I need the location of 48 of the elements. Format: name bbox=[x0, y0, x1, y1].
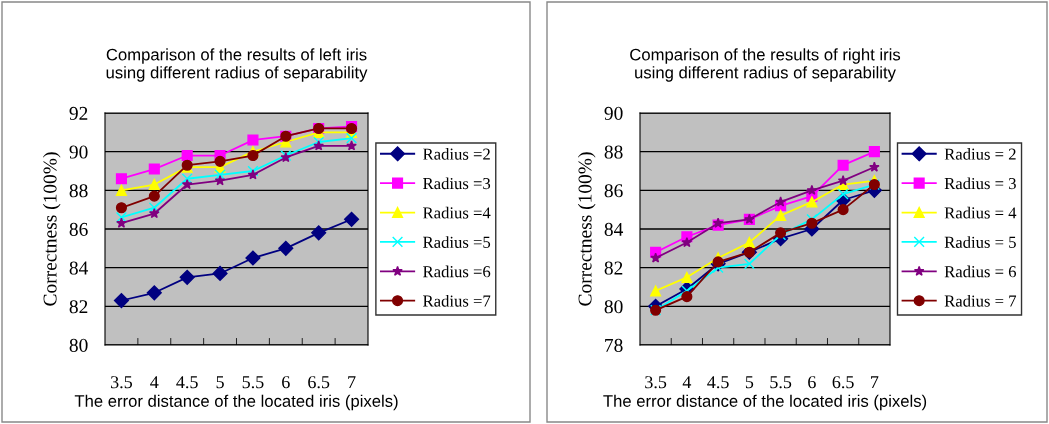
x-axis-title: The error distance of the located iris (pixels) bbox=[74, 394, 398, 411]
y-tick-label: 90 bbox=[604, 106, 623, 120]
y-axis-title: Correctness (100%) bbox=[577, 152, 596, 306]
x-tick-label: 7 bbox=[871, 376, 879, 389]
legend-label: Radius = 4 bbox=[944, 206, 1017, 219]
x-tick-label: 5.5 bbox=[242, 376, 264, 389]
legend-label: Radius = 5 bbox=[944, 236, 1016, 248]
legend-label: Radius =4 bbox=[423, 206, 491, 219]
x-tick-label: 4 bbox=[150, 376, 159, 389]
x-tick-label: 6.5 bbox=[832, 376, 854, 389]
legend-label: Radius =5 bbox=[423, 236, 491, 248]
x-tick-label: 6 bbox=[282, 376, 290, 389]
x-tick-label: 3.5 bbox=[645, 376, 667, 389]
y-tick-label: 78 bbox=[605, 338, 623, 352]
y-tick-label: 80 bbox=[69, 338, 88, 352]
y-tick-label: 88 bbox=[604, 145, 623, 159]
chart-title: Comparison of the results of left iris using different radius of separability bbox=[106, 48, 368, 82]
legend-label: Radius =7 bbox=[423, 294, 491, 307]
y-tick-label: 84 bbox=[604, 222, 624, 236]
y-tick-label: 86 bbox=[69, 222, 88, 236]
x-tick-label: 4 bbox=[682, 376, 692, 389]
x-tick-label: 7 bbox=[348, 376, 356, 389]
chart-title: Comparison of the results of right iris using different radius of separability bbox=[630, 48, 901, 82]
y-axis-title: Correctness (100%) bbox=[42, 152, 61, 306]
legend-label: Radius = 2 bbox=[944, 148, 1016, 160]
x-tick-label: 4.5 bbox=[176, 376, 198, 389]
x-tick-label: 6 bbox=[808, 376, 816, 389]
y-tick-label: 82 bbox=[69, 300, 88, 314]
x-tick-label: 5 bbox=[745, 376, 754, 389]
y-tick-label: 84 bbox=[69, 261, 89, 275]
x-tick-label: 6.5 bbox=[308, 376, 330, 389]
x-axis-title: The error distance of the located iris (pixels) bbox=[603, 394, 927, 411]
legend-label: Radius = 6 bbox=[944, 265, 1017, 278]
y-tick-label: 90 bbox=[69, 145, 88, 159]
legend-label: Radius = 3 bbox=[944, 177, 1016, 190]
y-tick-label: 82 bbox=[604, 261, 623, 275]
x-tick-label: 4.5 bbox=[707, 376, 729, 389]
legend-label: Radius =6 bbox=[423, 265, 491, 278]
legend-label: Radius = 7 bbox=[944, 294, 1017, 307]
y-tick-label: 86 bbox=[604, 184, 623, 198]
legend-label: Radius =3 bbox=[423, 177, 491, 190]
y-tick-label: 92 bbox=[69, 106, 88, 120]
y-tick-label: 80 bbox=[604, 300, 623, 314]
y-tick-label: 88 bbox=[69, 184, 88, 198]
x-tick-label: 3.5 bbox=[111, 376, 133, 389]
x-tick-label: 5.5 bbox=[770, 376, 792, 389]
legend-label: Radius =2 bbox=[423, 148, 490, 160]
x-tick-label: 5 bbox=[216, 376, 224, 389]
